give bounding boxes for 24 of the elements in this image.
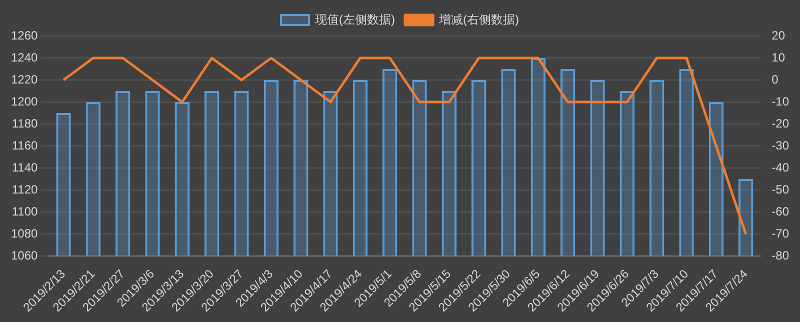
y2-tick-label: -20 [772, 116, 790, 130]
y-tick-label: 1140 [12, 160, 38, 174]
y2-tick-label: -70 [772, 226, 790, 240]
y2-tick-label: -60 [772, 204, 790, 218]
y2-tick-label: 0 [772, 72, 779, 86]
y-tick-label: 1160 [12, 138, 38, 152]
y2-tick-label: -10 [772, 94, 790, 108]
y-tick-label: 1260 [10, 28, 38, 42]
y2-tick-label: -50 [772, 182, 790, 196]
y-tick-label: 1060 [10, 248, 38, 262]
y2-tick-label: 20 [772, 28, 786, 42]
y-tick-label: 1080 [10, 226, 38, 240]
y-tick-label: 1100 [12, 204, 38, 218]
y2-tick-label: 10 [772, 50, 786, 64]
y-tick-label: 1240 [10, 50, 38, 64]
y-tick-label: 1120 [12, 182, 38, 196]
y2-tick-label: -30 [772, 138, 790, 152]
y-tick-label: 1220 [10, 72, 38, 86]
y-tick-label: 1200 [10, 94, 38, 108]
y-tick-label: 1180 [12, 116, 38, 130]
y2-tick-label: -80 [772, 248, 790, 262]
legend-label: 现值(左侧数据) [315, 12, 396, 26]
y2-tick-label: -40 [772, 160, 790, 174]
legend-label: 增减(右侧数据) [438, 12, 519, 26]
